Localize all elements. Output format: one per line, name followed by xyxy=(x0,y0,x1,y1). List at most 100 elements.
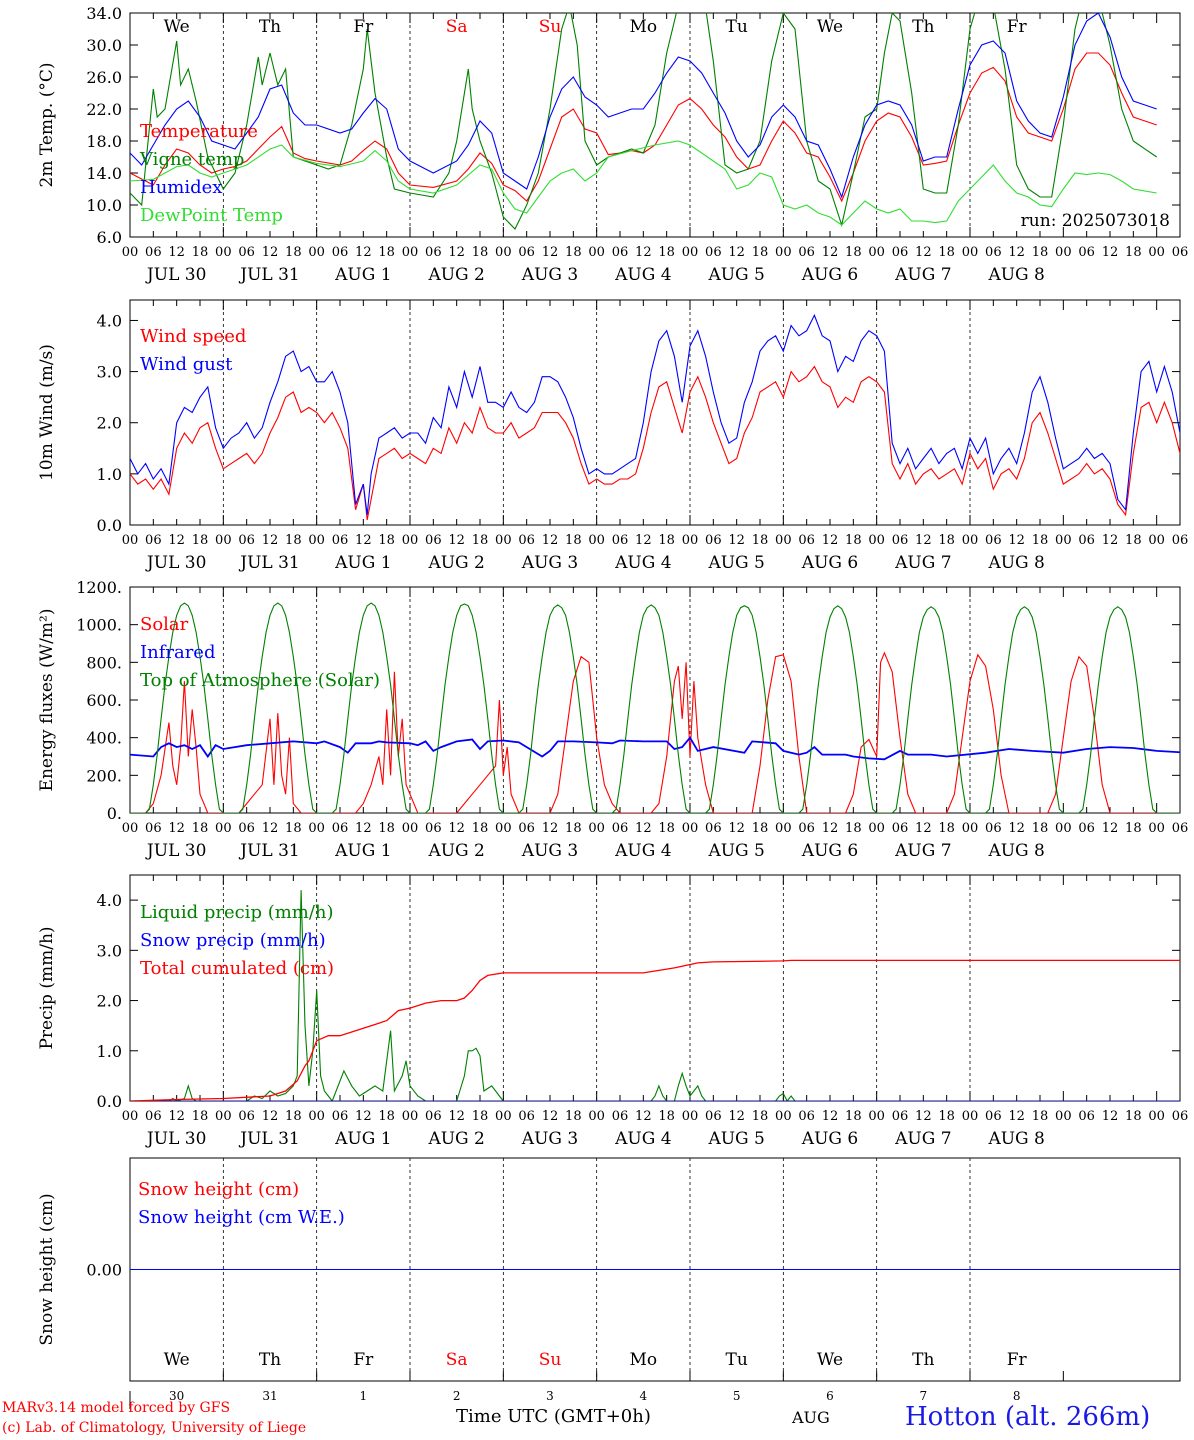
hour-tick-label: 12 xyxy=(728,821,745,836)
hour-tick-label: 00 xyxy=(215,245,232,260)
legend-entry: Solar xyxy=(140,614,189,635)
time-axis-title: Time UTC (GMT+0h) xyxy=(456,1406,651,1427)
hour-tick-label: 06 xyxy=(425,533,442,548)
y-tick-label: 0.0 xyxy=(97,1092,122,1111)
hour-tick-label: 06 xyxy=(705,821,722,836)
legend-entry: Wind gust xyxy=(140,354,233,375)
date-label: AUG 1 xyxy=(334,553,391,573)
legend-entry: Wind speed xyxy=(140,326,246,347)
series-line xyxy=(130,959,1180,1101)
hour-tick-label: 00 xyxy=(682,533,699,548)
hour-tick-label: 00 xyxy=(775,533,792,548)
hour-tick-label: 18 xyxy=(378,821,395,836)
hour-tick-label: 06 xyxy=(145,821,162,836)
panel-5: We 30 Th 31 Fr 1 Sa 2 Su 3 Mo 4 Tu 5 We 6 Th 7 Fr 8 0.00 Snow… xyxy=(37,1157,1181,1409)
hour-tick-label: 12 xyxy=(262,245,279,260)
day-number-label: 8 xyxy=(1013,1389,1021,1403)
hour-tick-label: 12 xyxy=(542,245,559,260)
hour-tick-label: 12 xyxy=(168,533,185,548)
date-label: AUG 6 xyxy=(801,1129,858,1149)
hour-tick-label: 12 xyxy=(1102,821,1119,836)
hour-tick-label: 06 xyxy=(425,1109,442,1124)
day-number-label: 31 xyxy=(262,1389,277,1403)
weekday-label: Su xyxy=(539,1350,562,1370)
y-tick-label: 26.0 xyxy=(86,68,122,87)
y-tick-label: 3.0 xyxy=(97,941,122,960)
day-number-label: 5 xyxy=(733,1389,741,1403)
hour-tick-label: 06 xyxy=(612,821,629,836)
hour-tick-label: 06 xyxy=(798,245,815,260)
weekday-label: Tu xyxy=(726,1350,748,1370)
date-label: AUG 4 xyxy=(614,841,671,861)
hour-tick-label: 18 xyxy=(845,821,862,836)
hour-tick-label: 12 xyxy=(635,821,652,836)
hour-tick-label: 12 xyxy=(1008,821,1025,836)
hour-tick-label: 00 xyxy=(682,245,699,260)
hour-tick-label: 12 xyxy=(355,245,372,260)
date-label: AUG 3 xyxy=(521,553,578,573)
hour-tick-label: 00 xyxy=(588,821,605,836)
hour-tick-label: 00 xyxy=(962,533,979,548)
y-tick-label: 1.0 xyxy=(97,465,122,484)
date-label: AUG 3 xyxy=(521,265,578,285)
hour-tick-label: 12 xyxy=(1102,1109,1119,1124)
hour-tick-label: 00 xyxy=(308,821,325,836)
hour-tick-label: 12 xyxy=(355,821,372,836)
hour-tick-label: 06 xyxy=(985,245,1002,260)
y-tick-label: 22.0 xyxy=(86,100,122,119)
date-label: AUG 5 xyxy=(707,1129,764,1149)
weekday-label: Fr xyxy=(1007,17,1028,37)
series-line xyxy=(130,736,1180,761)
weekday-label: Su xyxy=(539,17,562,37)
series-line xyxy=(130,365,1180,521)
hour-tick-label: 18 xyxy=(472,821,489,836)
hour-tick-label: 12 xyxy=(448,1109,465,1124)
date-label: AUG 2 xyxy=(427,841,484,861)
y-tick-label: 1200. xyxy=(76,578,122,597)
hour-tick-label: 18 xyxy=(285,245,302,260)
hour-tick-label: 00 xyxy=(775,821,792,836)
plot-frame xyxy=(129,12,1181,238)
hour-tick-label: 12 xyxy=(635,533,652,548)
weekday-label: Th xyxy=(912,17,934,37)
y-axis-title: 10m Wind (m/s) xyxy=(37,344,57,481)
hour-tick-label: 06 xyxy=(1078,821,1095,836)
date-label: AUG 1 xyxy=(334,841,391,861)
day-number-label: 30 xyxy=(169,1389,184,1403)
hour-tick-label: 06 xyxy=(892,245,909,260)
date-label: AUG 1 xyxy=(334,265,391,285)
hour-tick-label: 00 xyxy=(215,821,232,836)
hour-tick-label: 12 xyxy=(915,245,932,260)
hour-tick-label: 00 xyxy=(495,245,512,260)
series-line xyxy=(130,313,1180,515)
hour-tick-label: 06 xyxy=(1172,533,1189,548)
hour-tick-label: 00 xyxy=(402,533,419,548)
date-label: AUG 6 xyxy=(801,841,858,861)
weekday-label: We xyxy=(164,17,190,37)
hour-tick-label: 18 xyxy=(938,1109,955,1124)
hour-tick-label: 18 xyxy=(192,533,209,548)
hour-tick-label: 18 xyxy=(1032,245,1049,260)
hour-tick-label: 18 xyxy=(378,245,395,260)
hour-tick-label: 18 xyxy=(658,821,675,836)
legend-entry: DewPoint Temp xyxy=(140,205,283,226)
hour-tick-label: 00 xyxy=(122,245,139,260)
month-label: AUG xyxy=(792,1408,830,1427)
hour-tick-label: 06 xyxy=(332,533,349,548)
hour-tick-label: 00 xyxy=(868,245,885,260)
date-label: JUL 30 xyxy=(145,841,206,861)
weekday-label: Fr xyxy=(353,17,374,37)
hour-tick-label: 06 xyxy=(1078,533,1095,548)
hour-tick-label: 06 xyxy=(705,533,722,548)
model-credit: MARv3.14 model forced by GFS xyxy=(2,1400,231,1416)
hour-tick-label: 18 xyxy=(752,821,769,836)
hour-tick-label: 18 xyxy=(472,1109,489,1124)
hour-tick-label: 06 xyxy=(518,533,535,548)
y-tick-label: 10.0 xyxy=(86,196,122,215)
hour-tick-label: 18 xyxy=(1125,245,1142,260)
day-number-label: 2 xyxy=(453,1389,461,1403)
legend-entry: Humidex xyxy=(140,177,222,198)
hour-tick-label: 18 xyxy=(658,1109,675,1124)
hour-tick-label: 12 xyxy=(448,821,465,836)
